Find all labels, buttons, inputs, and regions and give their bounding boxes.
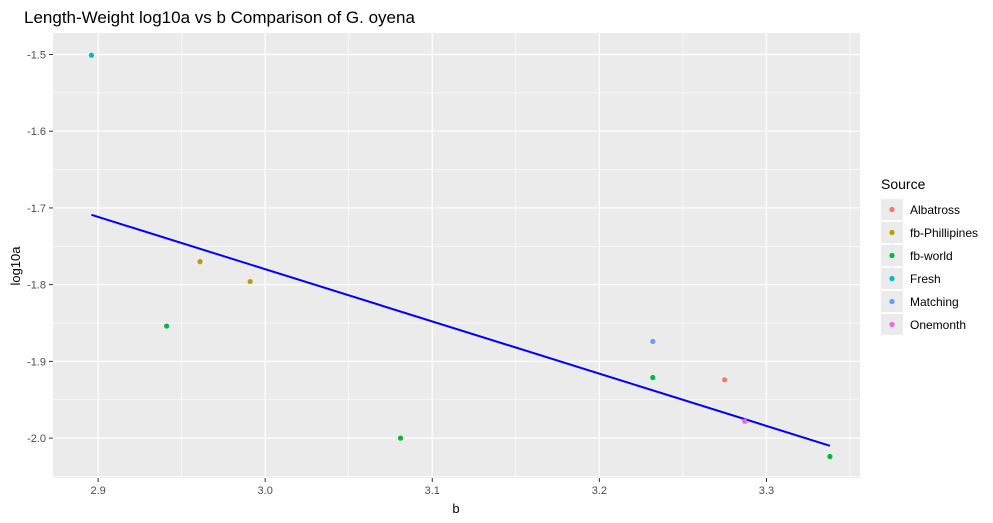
x-tick-label: 3.1 bbox=[425, 485, 440, 497]
legend-key-point bbox=[889, 298, 895, 305]
legend-key-point bbox=[889, 321, 895, 328]
fit-line bbox=[91, 213, 831, 447]
y-tick-label: -1.8 bbox=[27, 280, 46, 292]
legend-label: Albatross bbox=[910, 203, 960, 217]
legend-key-point bbox=[889, 252, 895, 259]
y-tick-label: -1.9 bbox=[27, 356, 46, 368]
x-axis-title: b bbox=[452, 501, 459, 516]
y-axis: -1.5 -1.6 -1.7 -1.8 -1.9 -2.0 bbox=[27, 49, 53, 445]
fit-line-layer bbox=[91, 213, 831, 447]
point-fb-world bbox=[650, 374, 656, 381]
y-tick-label: -1.6 bbox=[27, 126, 46, 138]
x-tick-label: 3.2 bbox=[592, 485, 607, 497]
x-axis: 2.9 3.0 3.1 3.2 3.3 bbox=[90, 478, 774, 497]
point-matching bbox=[650, 338, 656, 345]
legend-label: Matching bbox=[910, 295, 959, 309]
legend-label: Fresh bbox=[910, 272, 941, 286]
legend-title: Source bbox=[881, 176, 926, 192]
chart-title: Length-Weight log10a vs b Comparison of … bbox=[24, 8, 415, 27]
legend-label: fb-Phillipines bbox=[910, 226, 978, 240]
legend: Source Albatross fb-Phillipines fb-world Fr… bbox=[881, 176, 978, 335]
x-tick-label: 3.0 bbox=[258, 485, 273, 497]
x-tick-label: 2.9 bbox=[90, 485, 105, 497]
y-tick-label: -1.5 bbox=[27, 49, 46, 61]
y-axis-title: log10a bbox=[8, 246, 23, 286]
plot-panel bbox=[53, 33, 860, 478]
y-tick-label: -2.0 bbox=[27, 433, 46, 445]
x-tick-label: 3.3 bbox=[759, 485, 774, 497]
legend-label: Onemonth bbox=[910, 318, 966, 332]
point-albatross bbox=[722, 377, 728, 383]
point-fresh bbox=[88, 52, 95, 58]
point-fb-world bbox=[164, 323, 170, 329]
points-layer bbox=[88, 52, 833, 460]
grid-minor bbox=[53, 33, 860, 478]
legend-key-point bbox=[889, 206, 895, 213]
grid-major bbox=[53, 33, 860, 478]
point-fb-phillipines bbox=[197, 259, 203, 265]
point-fb-phillipines bbox=[247, 278, 253, 285]
legend-key-point bbox=[889, 275, 895, 282]
point-fb-world bbox=[397, 435, 404, 441]
y-tick-label: -1.7 bbox=[27, 203, 46, 215]
legend-label: fb-world bbox=[910, 249, 953, 263]
point-onemonth bbox=[742, 418, 748, 424]
point-fb-world bbox=[827, 453, 833, 460]
legend-key-point bbox=[889, 229, 895, 236]
